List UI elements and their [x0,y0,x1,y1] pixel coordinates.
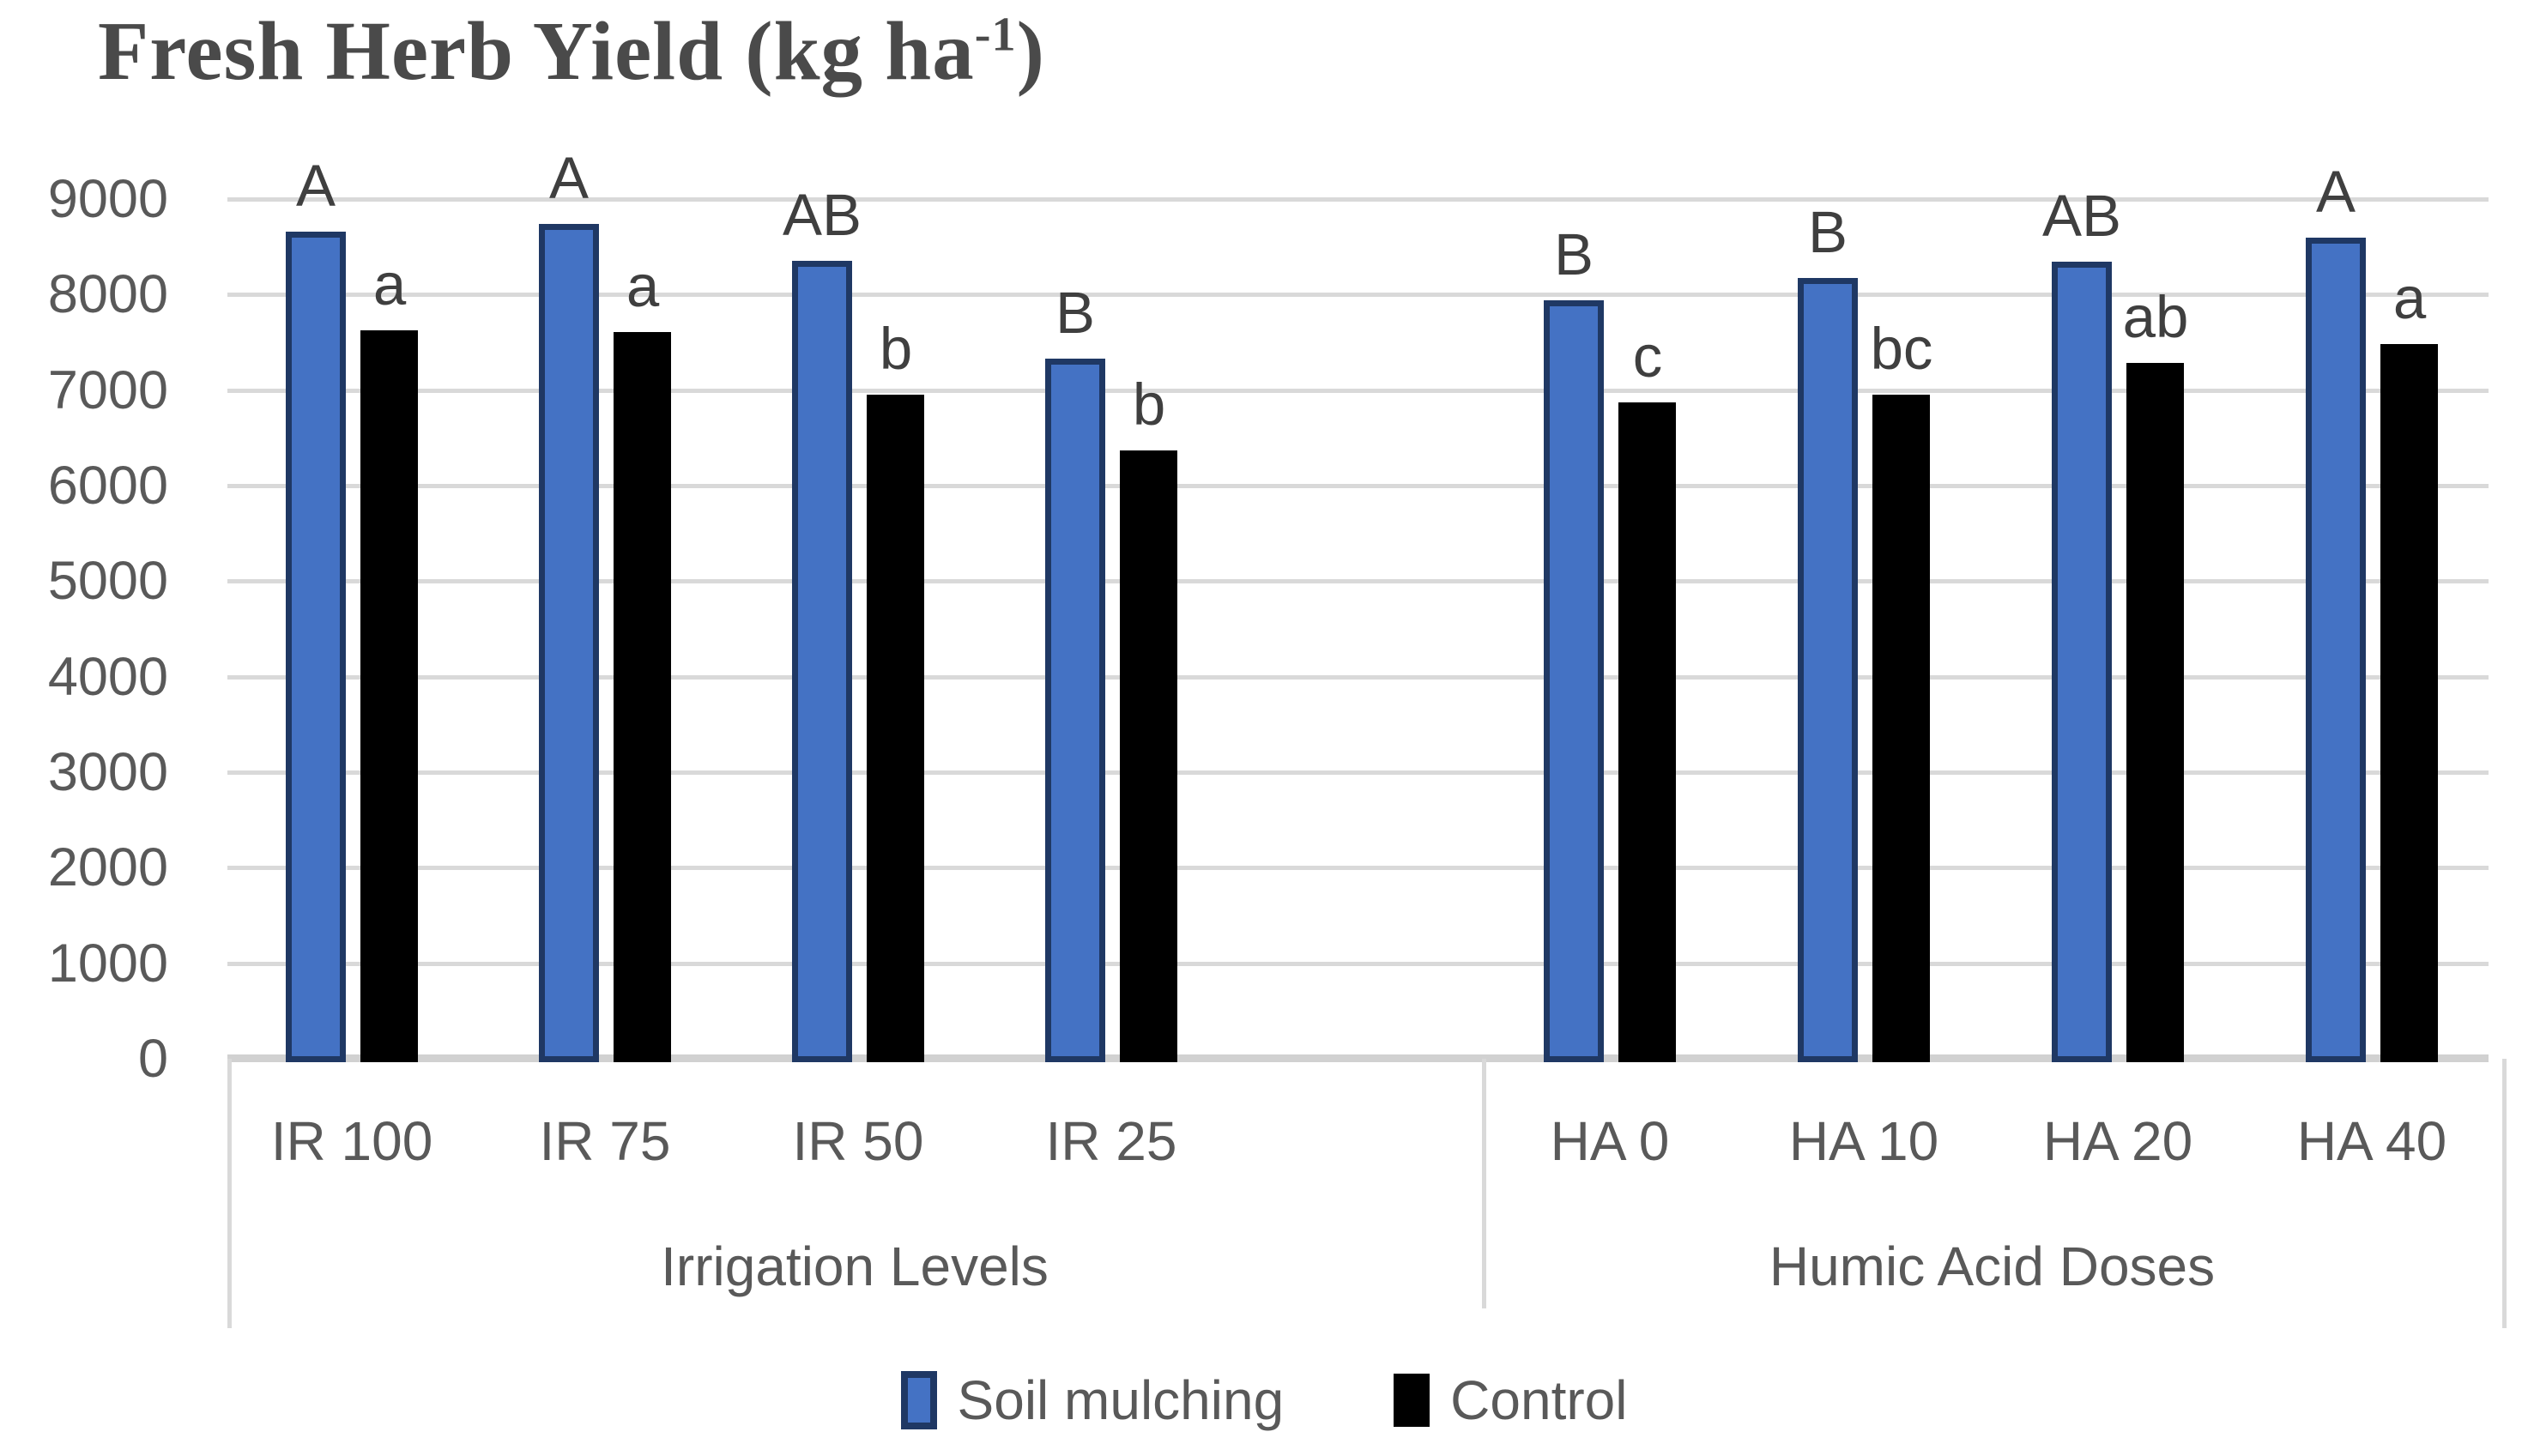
gridline [227,197,2489,202]
group-divider-line [1482,1059,1486,1308]
category-label: IR 75 [539,1110,671,1172]
gridline [227,866,2489,871]
gridline [227,770,2489,775]
control-bar [2380,344,2438,1062]
category-label: IR 100 [270,1110,433,1172]
chart-title-end: ) [1016,5,1045,97]
soil-mulching-bar [1544,300,1604,1062]
x-axis-baseline [227,1054,2489,1062]
y-axis-tick-label: 3000 [47,742,168,802]
gridline [227,961,2489,966]
category-label: HA 40 [2296,1110,2447,1172]
gridline [227,388,2489,393]
y-axis-tick-label: 0 [137,1029,168,1089]
control-bar [1120,450,1177,1062]
soil-mulching-bar [2052,262,2112,1062]
soil-mulching-significance-letter: AB [2041,183,2122,250]
chart-title: Fresh Herb Yield (kg ha-1) [98,3,1045,99]
soil-mulching-significance-letter: B [1807,199,1848,266]
y-axis-tick-label: 2000 [47,837,168,898]
y-axis-tick-label: 9000 [47,169,168,229]
legend-label-soil-mulching: Soil mulching [957,1369,1285,1431]
legend-item-control: Control [1394,1368,1627,1432]
soil-mulching-bar [792,261,852,1062]
control-bar [614,331,671,1062]
gridline [227,484,2489,488]
control-significance-letter: c [1632,323,1663,390]
soil-mulching-bar [286,231,346,1062]
soil-mulching-significance-letter: A [548,144,590,211]
control-significance-letter: b [879,316,913,383]
legend: Soil mulching Control [0,1357,2528,1443]
category-axis-frame-right [2502,1059,2507,1328]
control-bar [1872,395,1930,1062]
soil-mulching-significance-letter: AB [782,182,862,249]
control-significance-letter: b [1132,371,1166,438]
category-axis-frame-left [227,1059,232,1328]
soil-mulching-bar [1045,358,1105,1062]
category-label: IR 25 [1045,1110,1177,1172]
soil-mulching-bar [2306,237,2366,1062]
legend-item-soil-mulching: Soil mulching [900,1368,1285,1432]
soil-mulching-significance-letter: B [1553,221,1594,287]
control-bar [1618,402,1676,1062]
group-label-humic-acid-doses: Humic Acid Doses [1769,1235,2216,1297]
soil-mulching-swatch-icon [900,1371,937,1429]
y-axis-tick-label: 6000 [47,456,168,516]
control-bar [360,329,418,1062]
category-label: HA 0 [1550,1110,1670,1172]
soil-mulching-bar [1798,278,1858,1062]
soil-mulching-significance-letter: A [295,152,336,219]
y-axis-tick-label: 7000 [47,359,168,420]
control-significance-letter: bc [1870,316,1933,383]
soil-mulching-significance-letter: B [1055,279,1096,346]
category-label: HA 10 [1788,1110,1939,1172]
control-bar [867,395,924,1062]
control-significance-letter: ab [2122,284,2189,351]
category-label: HA 20 [2042,1110,2193,1172]
gridline [227,579,2489,584]
gridline [227,293,2489,298]
control-significance-letter: a [2392,265,2427,332]
legend-label-control: Control [1450,1369,1628,1431]
y-axis-tick-label: 4000 [47,646,168,707]
category-label: IR 50 [792,1110,924,1172]
control-significance-letter: a [372,251,407,317]
y-axis-tick-label: 1000 [47,933,168,994]
soil-mulching-bar [539,223,599,1062]
y-axis-tick-label: 8000 [47,264,168,325]
soil-mulching-significance-letter: A [2315,158,2356,225]
control-swatch-icon [1394,1374,1430,1427]
gridline [227,674,2489,680]
chart-title-main: Fresh Herb Yield (kg ha [98,5,975,97]
chart-title-superscript: -1 [974,8,1017,62]
control-significance-letter: a [626,252,660,319]
control-bar [2126,363,2184,1062]
y-axis-tick-label: 5000 [47,551,168,612]
group-label-irrigation-levels: Irrigation Levels [661,1235,1049,1297]
